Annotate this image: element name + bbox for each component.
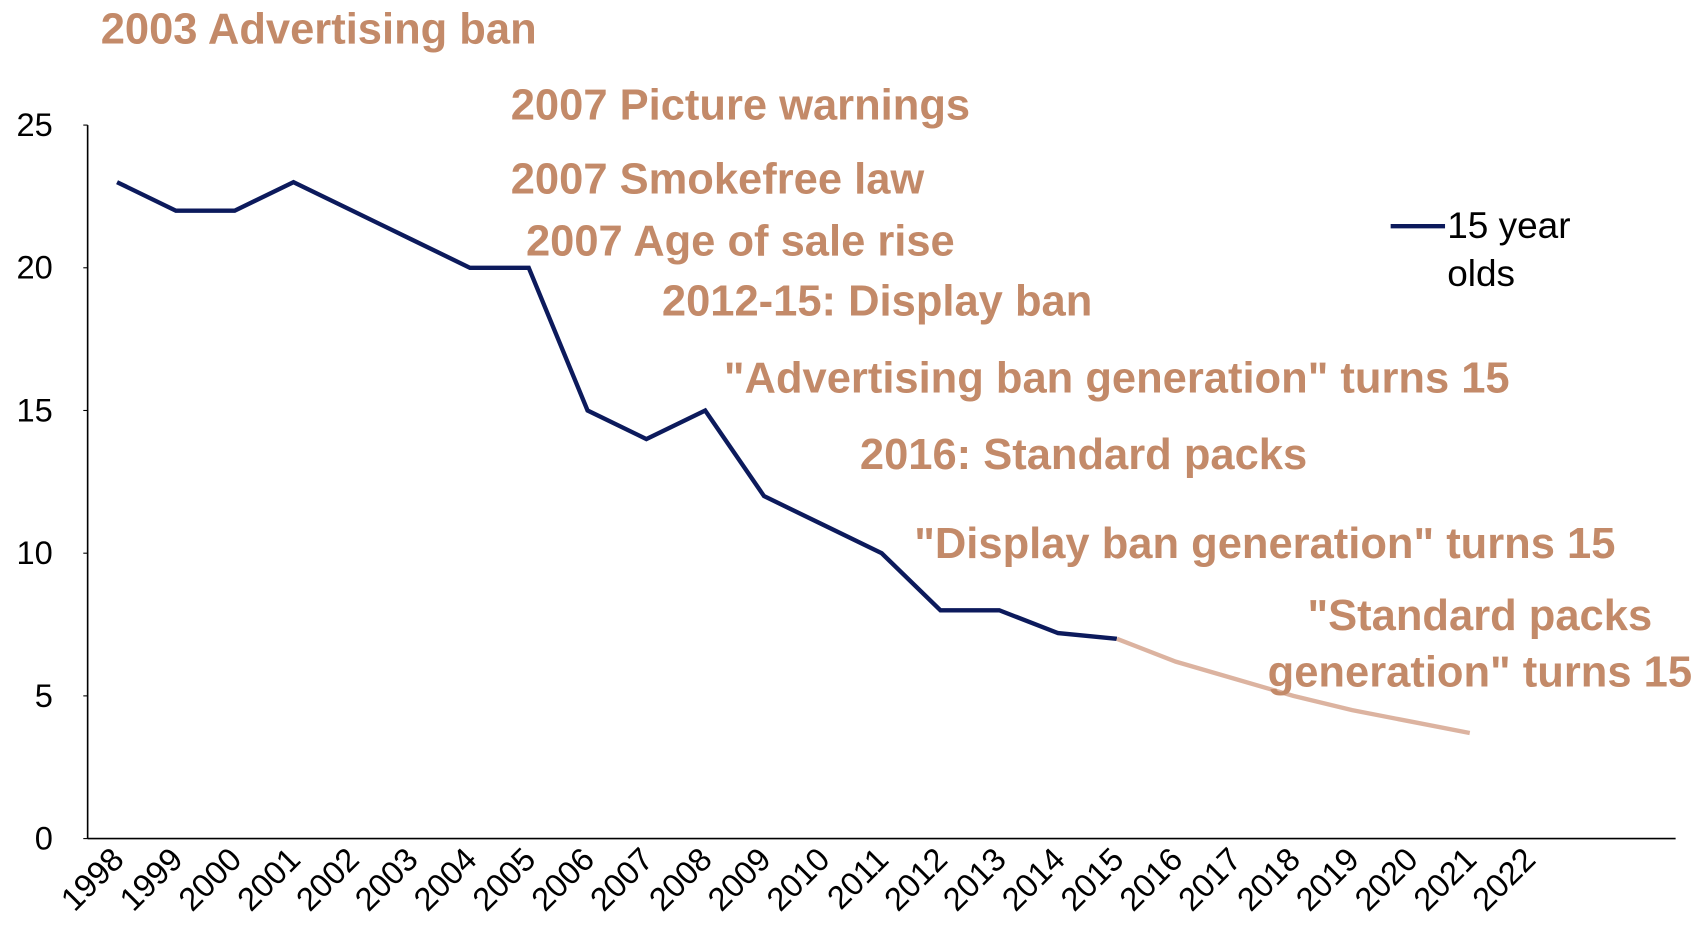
y-tick-label: 25 [17, 106, 53, 143]
x-tick-label: 2021 [1406, 840, 1483, 917]
series-line [116, 179, 1118, 641]
legend-box: 15 year olds [1447, 205, 1571, 295]
x-tick-label: 2012 [877, 840, 954, 917]
annotation: 2007 Picture warnings [511, 82, 970, 130]
annotation: 2016: Standard packs [860, 431, 1307, 479]
annotation-box: "Standard packs generation" turns 15 [1267, 591, 1693, 697]
x-tick-label: 2009 [700, 840, 777, 917]
y-tick-label: 5 [35, 677, 53, 714]
annotation: "Display ban generation" turns 15 [914, 520, 1615, 568]
annotation: 2003 Advertising ban [101, 6, 537, 54]
x-tick-label: 2022 [1465, 840, 1542, 917]
y-tick-label: 10 [17, 534, 53, 571]
x-tick-label: 2016 [1112, 840, 1189, 917]
x-tick-label: 1999 [112, 840, 189, 917]
annotation: "Standard packs generation" turns 15 [1267, 591, 1693, 697]
x-tick-label: 2008 [641, 840, 718, 917]
x-tick-label: 2013 [935, 840, 1012, 917]
x-tick-label: 1998 [53, 840, 130, 917]
y-tick-label: 0 [35, 819, 53, 856]
x-tick-label: 2001 [230, 840, 307, 917]
x-tick-label: 2004 [406, 840, 483, 917]
x-tick-label: 2010 [759, 840, 836, 917]
x-tick-label: 2020 [1347, 840, 1424, 917]
x-tick-label: 2019 [1288, 840, 1365, 917]
x-tick-label: 2000 [171, 840, 248, 917]
legend-label: 15 year olds [1447, 205, 1571, 295]
x-tick-label: 2007 [583, 840, 660, 917]
annotation: 2007 Smokefree law [511, 156, 925, 204]
x-tick-label: 2003 [347, 840, 424, 917]
x-tick-label: 2017 [1171, 840, 1248, 917]
series-line [1116, 636, 1471, 736]
annotation: 2007 Age of sale rise [526, 218, 955, 266]
annotation: "Advertising ban generation" turns 15 [724, 355, 1510, 403]
x-tick-label: 2018 [1230, 840, 1307, 917]
x-tick-label: 2015 [1053, 840, 1130, 917]
x-tick-label: 2002 [288, 840, 365, 917]
annotation: 2012-15: Display ban [662, 277, 1092, 325]
x-tick-label: 2005 [465, 840, 542, 917]
x-tick-label: 2006 [524, 840, 601, 917]
y-tick-label: 15 [17, 391, 53, 428]
x-tick-label: 2014 [994, 840, 1071, 917]
y-tick-label: 20 [17, 249, 53, 286]
x-tick-label: 2011 [820, 840, 896, 916]
